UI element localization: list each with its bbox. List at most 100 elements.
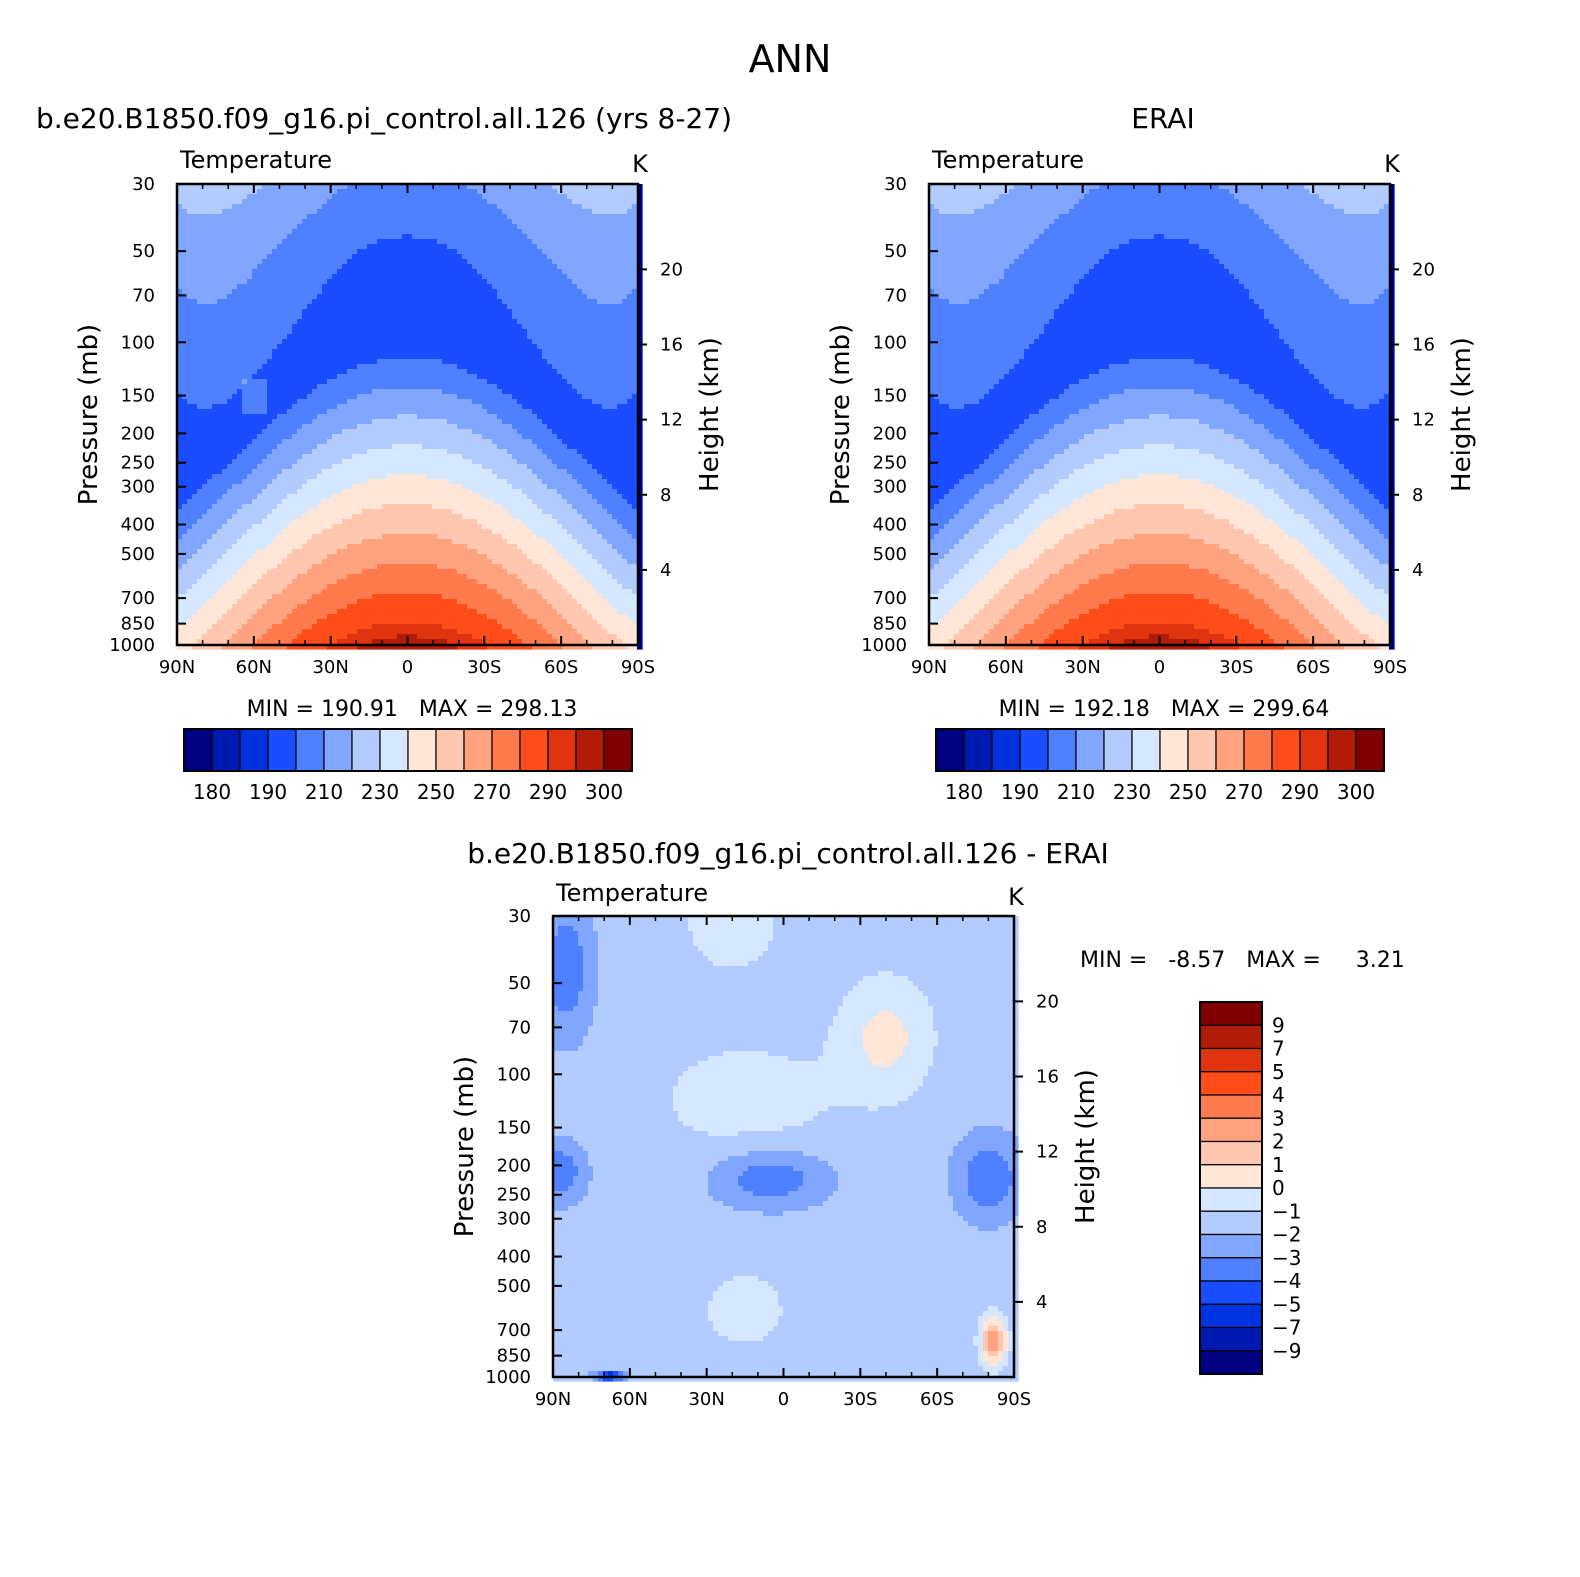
model-field-cell bbox=[517, 434, 523, 440]
model-field-cell bbox=[222, 204, 228, 210]
model-field-cell bbox=[602, 414, 608, 420]
model-field-cell bbox=[417, 379, 423, 385]
model-field-cell bbox=[262, 239, 268, 245]
model-field-cell bbox=[442, 299, 448, 305]
model-field-cell bbox=[562, 364, 568, 370]
model-field-cell bbox=[482, 284, 488, 290]
model-field-cell bbox=[362, 309, 368, 315]
model-field-cell bbox=[412, 444, 418, 450]
model-field-cell bbox=[612, 334, 618, 340]
model-field-cell bbox=[582, 424, 588, 430]
model-field-cell bbox=[607, 409, 613, 415]
model-field-cell bbox=[357, 424, 363, 430]
model-field-cell bbox=[442, 444, 448, 450]
model-field-cell bbox=[507, 364, 513, 370]
model-field-cell bbox=[587, 239, 593, 245]
model-field-cell bbox=[227, 394, 233, 400]
model-field-cell bbox=[377, 359, 383, 365]
model-field-cell bbox=[197, 349, 203, 355]
model-field-cell bbox=[232, 324, 238, 330]
model-field-cell bbox=[232, 194, 238, 200]
model-field-cell bbox=[502, 234, 508, 240]
model-field-cell bbox=[277, 444, 283, 450]
model-field-cell bbox=[412, 259, 418, 265]
model-field-cell bbox=[462, 244, 468, 250]
model-field-cell bbox=[542, 249, 548, 255]
model-field-cell bbox=[362, 314, 368, 320]
model-field-cell bbox=[497, 404, 503, 410]
model-field-cell bbox=[177, 329, 183, 335]
model-field-cell bbox=[197, 334, 203, 340]
model-field-cell bbox=[177, 419, 183, 425]
model-field-cell bbox=[402, 224, 408, 230]
model-field-cell bbox=[432, 219, 438, 225]
model-field-cell bbox=[452, 334, 458, 340]
model-field-cell bbox=[297, 339, 303, 345]
model-field-cell bbox=[252, 264, 258, 270]
model-field-cell bbox=[612, 229, 618, 235]
model-field-cell bbox=[332, 259, 338, 265]
model-field-cell bbox=[337, 229, 343, 235]
model-field-cell bbox=[247, 264, 253, 270]
model-field-cell bbox=[422, 419, 428, 425]
model-field-cell bbox=[382, 339, 388, 345]
model-field-cell bbox=[387, 214, 393, 220]
model-field-cell bbox=[597, 414, 603, 420]
model-field-cell bbox=[417, 299, 423, 305]
model-field-cell bbox=[202, 284, 208, 290]
model-field-cell bbox=[602, 434, 608, 440]
model-field-cell bbox=[557, 194, 563, 200]
model-field-cell bbox=[492, 434, 498, 440]
model-field-cell bbox=[302, 214, 308, 220]
model-field-cell bbox=[322, 424, 328, 430]
model-field-cell bbox=[292, 384, 298, 390]
model-field-cell bbox=[547, 239, 553, 245]
model-field-cell bbox=[552, 414, 558, 420]
model-field-cell bbox=[597, 329, 603, 335]
model-field-cell bbox=[387, 194, 393, 200]
model-field-cell bbox=[302, 424, 308, 430]
model-field-cell bbox=[332, 389, 338, 395]
model-field-cell bbox=[392, 439, 398, 445]
model-field-cell bbox=[462, 299, 468, 305]
model-field-cell bbox=[462, 404, 468, 410]
model-field-cell bbox=[222, 249, 228, 255]
model-field-cell bbox=[637, 194, 643, 200]
model-field-cell bbox=[587, 184, 593, 190]
model-field-cell bbox=[392, 209, 398, 215]
model-field-cell bbox=[257, 414, 263, 420]
model-field-cell bbox=[352, 329, 358, 335]
model-field-cell bbox=[257, 239, 263, 245]
model-field-cell bbox=[287, 294, 293, 300]
model-field-cell bbox=[617, 384, 623, 390]
model-field-cell bbox=[602, 429, 608, 435]
model-field-cell bbox=[347, 189, 353, 195]
model-field-cell bbox=[217, 234, 223, 240]
model-field-cell bbox=[457, 289, 463, 295]
model-field-cell bbox=[427, 404, 433, 410]
model-field-cell bbox=[212, 394, 218, 400]
model-field-cell bbox=[472, 319, 478, 325]
model-field-cell bbox=[202, 229, 208, 235]
model-field-cell bbox=[547, 269, 553, 275]
model-field-cell bbox=[392, 444, 398, 450]
model-field-cell bbox=[622, 289, 628, 295]
model-field-cell bbox=[617, 404, 623, 410]
model-field-cell bbox=[582, 394, 588, 400]
model-field-cell bbox=[507, 244, 513, 250]
model-field-cell bbox=[462, 324, 468, 330]
model-field-cell bbox=[427, 289, 433, 295]
model-field-cell bbox=[372, 199, 378, 205]
model-field-cell bbox=[192, 389, 198, 395]
model-field-cell bbox=[472, 199, 478, 205]
model-field-cell bbox=[617, 274, 623, 280]
model-field-cell bbox=[307, 189, 313, 195]
model-field-cell bbox=[422, 429, 428, 435]
model-field-cell bbox=[222, 209, 228, 215]
model-field-cell bbox=[502, 254, 508, 260]
model-field-cell bbox=[342, 429, 348, 435]
model-field-cell bbox=[527, 384, 533, 390]
model-field-cell bbox=[562, 299, 568, 305]
model-field-cell bbox=[367, 404, 373, 410]
model-field-cell bbox=[337, 399, 343, 405]
